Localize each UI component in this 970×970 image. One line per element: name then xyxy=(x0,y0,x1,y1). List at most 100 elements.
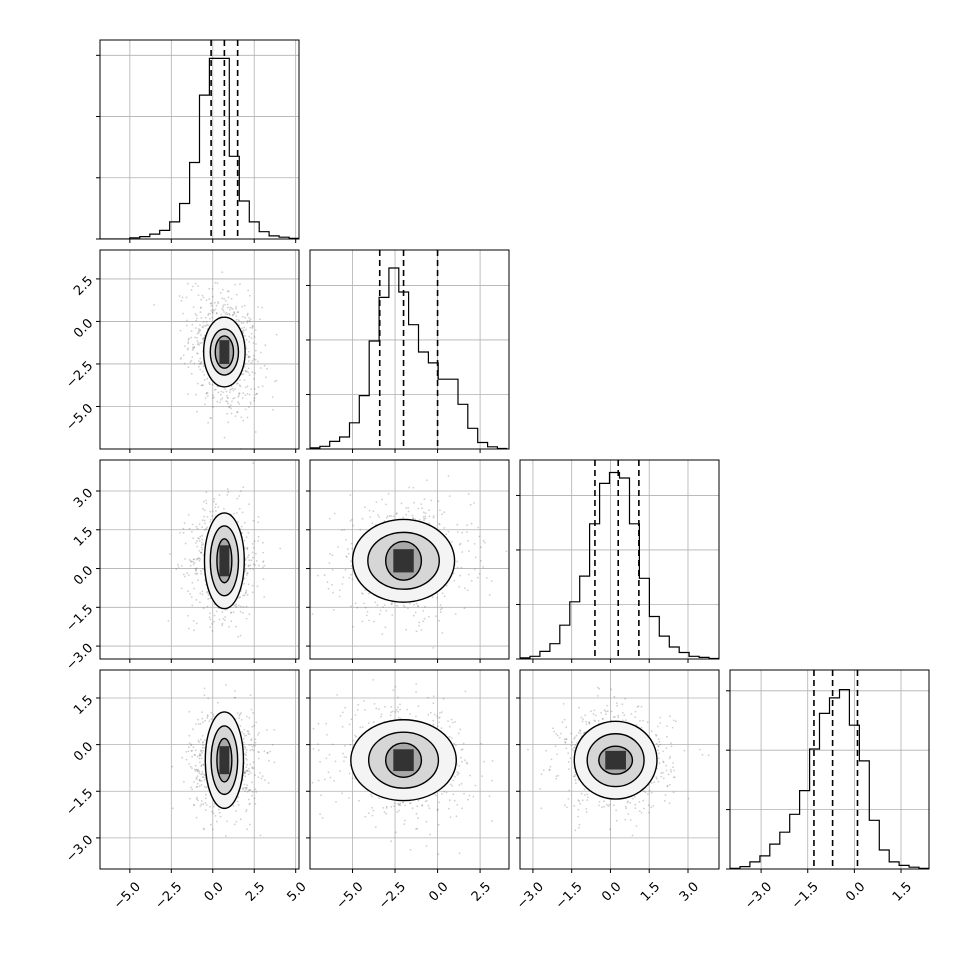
scatter-point xyxy=(583,732,586,734)
scatter-point xyxy=(194,572,197,575)
scatter-point xyxy=(182,312,185,315)
scatter-point xyxy=(555,733,557,735)
scatter-point xyxy=(657,757,660,760)
scatter-point xyxy=(390,711,392,714)
scatter-point xyxy=(666,735,668,738)
scatter-point xyxy=(244,370,247,372)
scatter-point xyxy=(271,744,274,746)
scatter-point xyxy=(195,567,198,570)
scatter-point xyxy=(468,573,470,576)
scatter-point xyxy=(398,804,400,806)
scatter-point xyxy=(185,296,188,299)
scatter-point xyxy=(251,745,254,748)
scatter-point xyxy=(200,749,202,752)
scatter-point xyxy=(233,604,236,607)
scatter-point xyxy=(225,684,227,686)
scatter-point xyxy=(252,712,254,714)
scatter-point xyxy=(413,604,415,606)
scatter-point xyxy=(187,746,190,749)
scatter-point xyxy=(191,323,194,326)
scatter-point xyxy=(198,559,201,562)
scatter-point xyxy=(221,611,224,613)
scatter-point xyxy=(338,595,341,598)
scatter-point xyxy=(237,319,240,321)
scatter-point xyxy=(588,721,591,724)
scatter-point xyxy=(204,719,207,722)
scatter-point xyxy=(201,519,204,522)
scatter-point xyxy=(658,740,661,743)
scatter-point xyxy=(445,533,448,536)
scatter-point xyxy=(225,311,228,314)
scatter-point xyxy=(264,344,267,347)
scatter-point xyxy=(351,777,354,780)
scatter-point xyxy=(196,352,199,355)
scatter-point xyxy=(199,738,202,741)
scatter-point xyxy=(657,780,660,783)
scatter-point xyxy=(238,392,241,395)
scatter-point xyxy=(372,510,375,513)
scatter-point xyxy=(223,436,226,439)
scatter-point xyxy=(249,568,252,570)
scatter-point xyxy=(189,765,192,768)
scatter-point xyxy=(359,528,362,531)
scatter-point xyxy=(601,718,604,720)
scatter-point xyxy=(473,502,475,504)
scatter-point xyxy=(456,531,459,533)
scatter-point xyxy=(217,808,220,811)
scatter-point xyxy=(248,716,251,719)
scatter-point xyxy=(441,792,443,795)
scatter-point xyxy=(463,792,465,795)
scatter-point xyxy=(626,801,629,804)
scatter-point xyxy=(580,792,583,795)
scatter-point xyxy=(459,542,462,545)
scatter-point xyxy=(550,758,553,761)
scatter-point xyxy=(452,572,455,575)
scatter-point xyxy=(395,513,398,515)
x-tick-label: 5.0 xyxy=(284,879,309,904)
scatter-point xyxy=(464,587,466,590)
scatter-point xyxy=(424,605,426,608)
scatter-point xyxy=(385,812,387,815)
scatter-point xyxy=(196,798,198,801)
scatter-point xyxy=(253,397,256,400)
scatter-point xyxy=(398,803,401,806)
scatter-point xyxy=(482,566,485,568)
panel-frame xyxy=(519,669,720,870)
scatter-point xyxy=(244,394,247,396)
scatter-point xyxy=(193,587,196,590)
scatter-point xyxy=(205,491,208,494)
scatter-point xyxy=(634,710,637,713)
scatter-point xyxy=(252,761,255,764)
scatter-point xyxy=(325,722,327,725)
scatter-point xyxy=(606,704,608,707)
scatter-point xyxy=(241,731,244,733)
scatter-point xyxy=(184,575,186,578)
scatter-point xyxy=(201,370,204,373)
scatter-point xyxy=(197,469,199,471)
scatter-point xyxy=(257,751,260,753)
scatter-point xyxy=(213,389,216,391)
scatter-point xyxy=(447,475,450,477)
scatter-point xyxy=(184,345,186,347)
scatter-point xyxy=(598,801,601,803)
scatter-point xyxy=(477,526,480,529)
scatter-point xyxy=(473,568,476,571)
y-tick-label: −1.5 xyxy=(63,602,96,635)
y-tick-label: −5.0 xyxy=(63,401,96,434)
y-tick-label: 1.5 xyxy=(71,693,96,718)
scatter-point xyxy=(662,777,665,780)
scatter-point xyxy=(244,316,247,319)
scatter-point xyxy=(223,298,226,300)
scatter-point xyxy=(257,757,260,760)
scatter-point xyxy=(227,421,230,424)
scatter-point xyxy=(242,594,245,597)
scatter-point xyxy=(226,306,229,309)
scatter-point xyxy=(356,606,359,609)
scatter-point xyxy=(255,791,258,793)
scatter-point xyxy=(253,377,256,380)
scatter-point xyxy=(204,739,206,742)
scatter-point xyxy=(179,358,182,360)
scatter-point xyxy=(230,388,233,390)
scatter-point xyxy=(603,800,605,803)
scatter-point xyxy=(212,406,214,408)
